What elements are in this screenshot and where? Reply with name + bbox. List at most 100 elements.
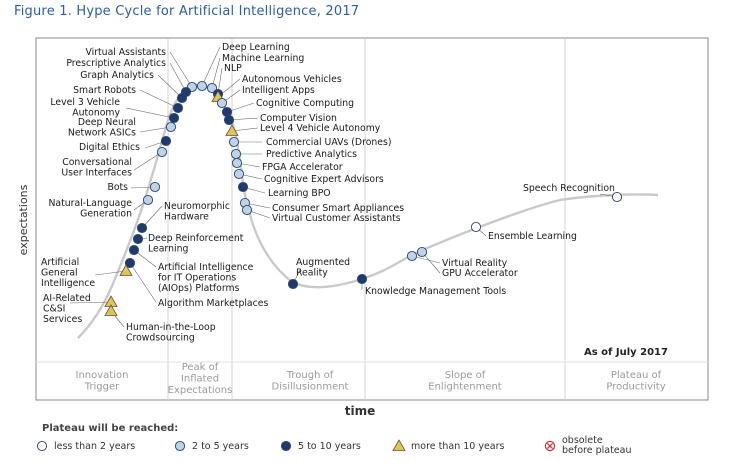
label-augmented-reality: Augmented Reality [296, 257, 350, 278]
leader-line-virtual-assistants [169, 51, 193, 88]
label-artificial-intelligence-for-it-operations-aiops-platforms: Artificial Intelligence for IT Operations… [158, 262, 254, 294]
plot-frame [35, 37, 709, 401]
leader-line-prescriptive-analytics [169, 62, 187, 93]
label-smart-robots: Smart Robots [73, 85, 136, 96]
leader-line-deep-neural-network-asics [139, 126, 172, 133]
y-axis-label: expectations [17, 184, 30, 255]
legend-2-to-5-years-marker [174, 440, 186, 452]
label-autonomous-vehicles: Autonomous Vehicles [242, 74, 342, 85]
marker-virtual-customer-assistants-mid [241, 204, 253, 216]
phase-label-innovation-trigger: Innovation Trigger [76, 370, 129, 393]
marker-cognitive-expert-advisors-mid [233, 168, 245, 180]
leader-lines [69, 46, 618, 328]
label-cognitive-expert-advisors: Cognitive Expert Advisors [264, 174, 384, 185]
leader-line-algorithm-marketplaces [129, 262, 157, 303]
label-ai-related-c-si-services: AI-Related C&SI Services [43, 293, 91, 325]
label-level-4-vehicle-autonomy: Level 4 Vehicle Autonomy [260, 123, 381, 134]
marker-knowledge-management-tools-dark [356, 273, 368, 285]
label-level-3-vehicle-autonomy: Level 3 Vehicle Autonomy [50, 97, 120, 118]
legend-obsolete-label: obsolete before plateau [562, 435, 632, 456]
marker-commercial-uavs-drones-mid [228, 136, 240, 148]
marker-digital-ethics-dark [160, 135, 172, 147]
label-deep-reinforcement-learning: Deep Reinforcement Learning [148, 233, 244, 254]
leader-line-graph-analytics [157, 74, 183, 99]
marker-ensemble-learning-light [470, 221, 482, 233]
x-axis-label: time [345, 404, 376, 418]
marker-learning-bpo-dark [237, 181, 249, 193]
marker-gpu-accelerator-mid [416, 246, 428, 258]
label-graph-analytics: Graph Analytics [80, 70, 154, 81]
marker-machine-learning-mid [206, 82, 218, 94]
marker-intelligent-apps-mid [216, 97, 228, 109]
marker-human-in-the-loop-crowdsourcing-triangle [104, 304, 118, 316]
label-digital-ethics: Digital Ethics [79, 142, 140, 153]
label-predictive-analytics: Predictive Analytics [266, 149, 357, 160]
legend-title: Plateau will be reached: [42, 423, 178, 434]
marker-graph-analytics-dark [176, 92, 188, 104]
label-deep-neural-network-asics: Deep Neural Network ASICs [68, 117, 136, 138]
label-virtual-customer-assistants: Virtual Customer Assistants [272, 213, 401, 224]
label-human-in-the-loop-crowdsourcing: Human-in-the-Loop Crowdsourcing [126, 322, 216, 343]
label-learning-bpo: Learning BPO [268, 188, 331, 199]
legend-5-to-10-years-label: 5 to 10 years [298, 441, 361, 452]
label-speech-recognition: Speech Recognition [523, 183, 615, 194]
legend-5-to-10-years-marker [280, 440, 292, 452]
marker-neuromorphic-hardware-dark [136, 222, 148, 234]
marker-algorithm-marketplaces-dark [124, 257, 136, 269]
marker-computer-vision-dark [223, 114, 235, 126]
label-artificial-general-intelligence: Artificial General Intelligence [41, 257, 95, 289]
marker-artificial-general-intelligence-triangle [119, 264, 133, 276]
label-prescriptive-analytics: Prescriptive Analytics [66, 58, 166, 69]
marker-bots-mid [149, 181, 161, 193]
hype-curve [77, 83, 659, 339]
marker-level-4-vehicle-autonomy-triangle [225, 124, 239, 136]
marker-level-3-vehicle-autonomy-dark [168, 112, 180, 124]
marker-deep-learning-mid [196, 80, 208, 92]
label-intelligent-apps: Intelligent Apps [242, 85, 315, 96]
leader-line-level-4-vehicle-autonomy [231, 127, 259, 132]
legend-less-than-2-years-marker [36, 440, 48, 452]
marker-conversational-user-interfaces-mid [156, 146, 168, 158]
marker-virtual-reality-mid [406, 250, 418, 262]
legend-more-than-10-years-marker [392, 439, 406, 451]
label-deep-learning: Deep Learning [222, 42, 290, 53]
legend: Plateau will be reached: less than 2 yea… [36, 423, 632, 456]
marker-speech-recognition-light [611, 191, 623, 203]
legend-2-to-5-years-label: 2 to 5 years [192, 441, 249, 452]
phase-label-trough-of-disillusionment: Trough of Disillusionment [272, 370, 349, 393]
leader-line-machine-learning [211, 57, 221, 89]
marker-deep-neural-network-asics-mid [165, 121, 177, 133]
label-machine-learning: Machine Learning [222, 53, 304, 64]
marker-smart-robots-dark [172, 102, 184, 114]
label-nlp: NLP [224, 63, 242, 74]
as-of-date: As of July 2017 [584, 347, 668, 358]
phase-labels: Innovation Trigger Peak of Inflated Expectat… [76, 362, 666, 396]
label-fpga-accelerator: FPGA Accelerator [262, 162, 343, 173]
marker-predictive-analytics-mid [230, 148, 242, 160]
leader-line-smart-robots [139, 89, 179, 109]
figure-title: Figure 1. Hype Cycle for Artificial Inte… [14, 4, 360, 19]
label-consumer-smart-appliances: Consumer Smart Appliances [272, 203, 404, 214]
legend-more-than-10-years-label: more than 10 years [411, 441, 505, 452]
label-computer-vision: Computer Vision [260, 113, 337, 124]
label-ensemble-learning: Ensemble Learning [488, 231, 577, 242]
leader-line-level-3-vehicle-autonomy [125, 107, 175, 119]
legend-less-than-2-years-label: less than 2 years [54, 441, 135, 452]
label-algorithm-marketplaces: Algorithm Marketplaces [158, 298, 268, 309]
leader-line-ai-related-c-si-services [69, 301, 112, 304]
label-cognitive-computing: Cognitive Computing [256, 98, 354, 109]
label-virtual-assistants: Virtual Assistants [85, 47, 166, 58]
label-bots: Bots [107, 182, 128, 193]
label-natural-language-generation: Natural-Language Generation [48, 198, 132, 219]
leader-line-deep-learning [201, 46, 221, 87]
phase-label-plateau-of-productivity: Plateau of Productivity [606, 370, 665, 393]
label-commercial-uavs-drones: Commercial UAVs (Drones) [266, 137, 391, 148]
leader-line-artificial-general-intelligence [94, 270, 127, 276]
marker-natural-language-generation-mid [142, 194, 154, 206]
marker-augmented-reality-dark [287, 278, 299, 290]
label-gpu-accelerator: GPU Accelerator [442, 268, 518, 279]
label-neuromorphic-hardware: Neuromorphic Hardware [164, 201, 230, 222]
label-virtual-reality: Virtual Reality [442, 258, 508, 269]
